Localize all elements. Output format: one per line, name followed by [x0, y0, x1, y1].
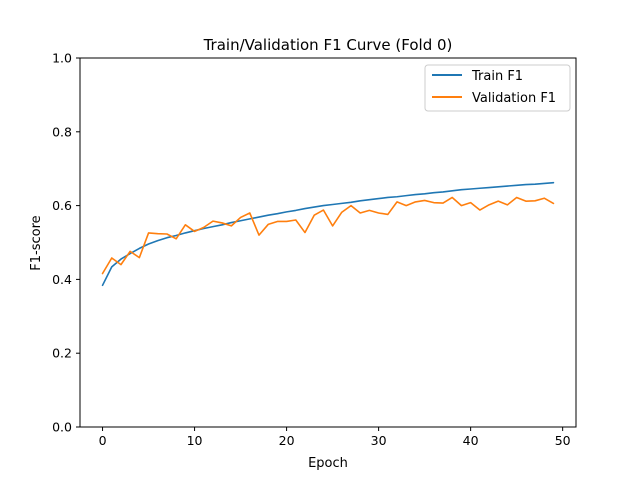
y-tick-label: 0.6: [52, 198, 72, 213]
y-tick-label: 0.8: [52, 124, 72, 139]
y-tick-label: 0.0: [52, 420, 72, 435]
x-tick-label: 50: [555, 433, 571, 448]
x-tick-label: 30: [371, 433, 387, 448]
x-tick-label: 40: [463, 433, 479, 448]
y-axis-ticks: 0.0 0.2 0.4 0.6 0.8 1.0: [52, 51, 80, 435]
y-tick-label: 1.0: [52, 51, 72, 66]
axes-frame: [79, 57, 577, 428]
x-tick-label: 20: [279, 433, 295, 448]
y-tick-label: 0.2: [52, 346, 72, 361]
x-axis-ticks: 0 10 20 30 40 50: [99, 427, 571, 448]
chart-title: Train/Validation F1 Curve (Fold 0): [203, 36, 453, 54]
series-line-validation: [101, 196, 555, 275]
legend-label-train: Train F1: [471, 69, 523, 84]
x-tick-label: 10: [187, 433, 203, 448]
legend-label-validation: Validation F1: [472, 91, 556, 106]
x-axis-label: Epoch: [308, 456, 348, 471]
x-tick-label: 0: [99, 433, 107, 448]
legend: Train F1 Validation F1: [424, 64, 571, 112]
legend-box: [424, 64, 571, 112]
y-axis-label: F1-score: [29, 215, 44, 270]
y-tick-label: 0.4: [52, 272, 72, 287]
series-lines: [101, 181, 555, 287]
